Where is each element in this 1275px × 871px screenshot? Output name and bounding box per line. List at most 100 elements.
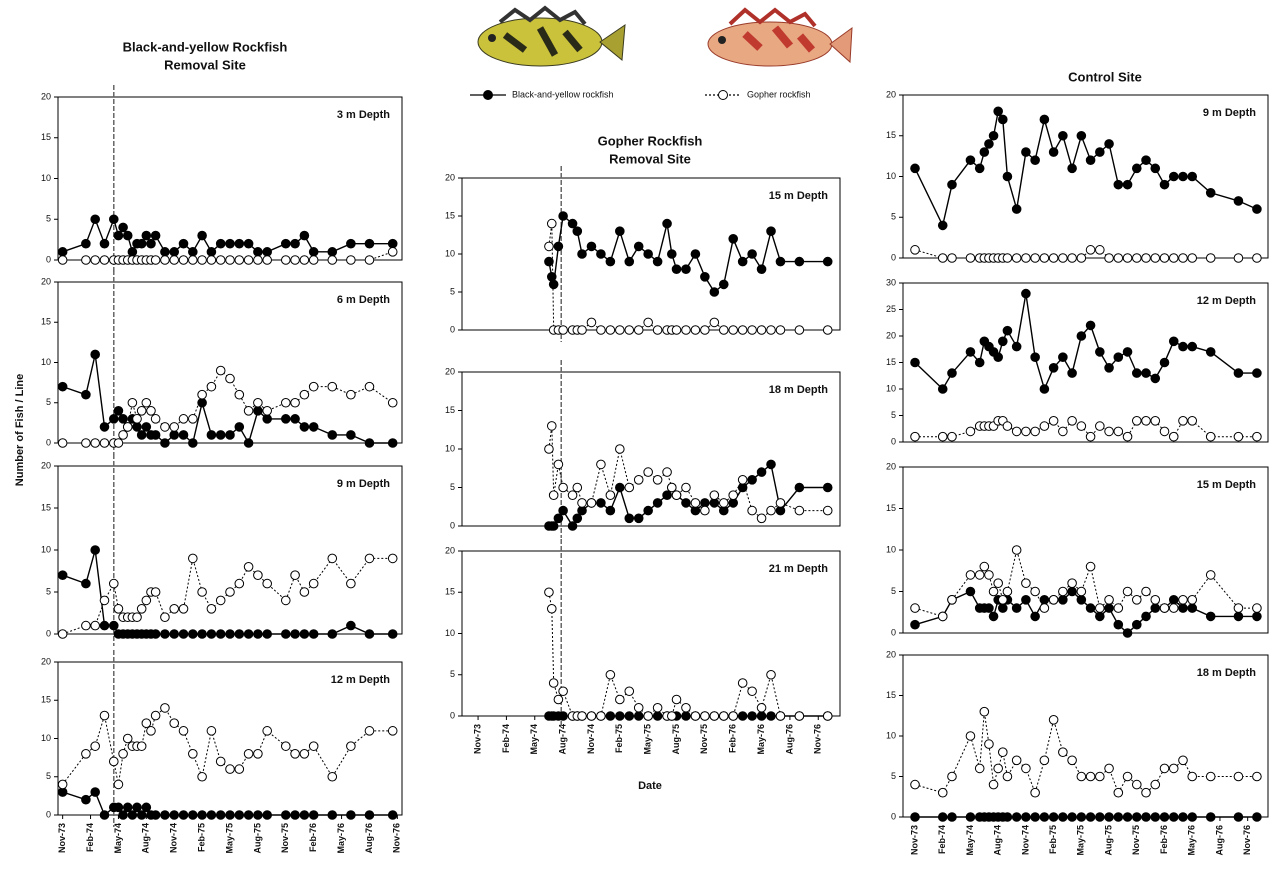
data-point <box>1206 612 1215 621</box>
data-point <box>823 326 832 335</box>
data-point <box>644 506 653 515</box>
data-point <box>114 605 123 614</box>
data-point <box>109 621 118 630</box>
data-point <box>545 257 554 266</box>
data-point <box>597 250 606 259</box>
data-point <box>216 757 225 766</box>
data-point <box>244 811 253 820</box>
data-point <box>948 180 957 189</box>
data-point <box>281 239 290 248</box>
data-point <box>226 765 235 774</box>
y-tick-label: 20 <box>445 366 455 376</box>
series-line <box>915 111 1257 225</box>
data-point <box>254 630 263 639</box>
data-point <box>985 140 994 149</box>
data-point <box>663 491 672 500</box>
data-point <box>1169 432 1178 441</box>
data-point <box>625 514 634 523</box>
data-point <box>309 630 318 639</box>
data-point <box>1022 289 1031 298</box>
data-point <box>545 445 554 454</box>
data-point <box>748 476 757 485</box>
data-point <box>82 795 91 804</box>
data-point <box>1253 772 1262 781</box>
data-point <box>291 750 300 759</box>
data-point <box>1188 772 1197 781</box>
y-tick-label: 10 <box>886 544 896 554</box>
panel-title: 9 m Depth <box>1203 107 1256 119</box>
data-point <box>573 227 582 236</box>
data-point <box>151 811 160 820</box>
data-point <box>82 579 91 588</box>
data-point <box>365 630 374 639</box>
y-tick-label: 5 <box>450 482 455 492</box>
data-point <box>1059 813 1068 822</box>
data-point <box>291 256 300 265</box>
column-title: Gopher Rockfish <box>598 133 703 148</box>
data-point <box>1059 587 1068 596</box>
x-tick-label: Aug-76 <box>784 724 794 755</box>
data-point <box>235 256 244 265</box>
data-point <box>137 605 146 614</box>
data-point <box>216 630 225 639</box>
x-tick-label: Nov-73 <box>57 823 67 853</box>
data-point <box>133 803 142 812</box>
data-point <box>948 772 957 781</box>
data-point <box>300 390 309 399</box>
data-point <box>634 476 643 485</box>
y-tick-label: 5 <box>891 771 896 781</box>
data-point <box>980 707 989 716</box>
data-point <box>625 326 634 335</box>
data-point <box>691 250 700 259</box>
column-title: Black-and-yellow Rockfish <box>123 39 288 54</box>
data-point <box>1059 254 1068 263</box>
y-tick-label: 15 <box>886 690 896 700</box>
data-point <box>719 499 728 508</box>
data-point <box>347 256 356 265</box>
data-point <box>151 431 160 440</box>
data-point <box>545 588 554 597</box>
x-tick-label: Nov-75 <box>1131 825 1141 855</box>
data-point <box>137 811 146 820</box>
data-point <box>1132 417 1141 426</box>
data-point <box>911 813 920 822</box>
data-point <box>682 499 691 508</box>
data-point <box>82 390 91 399</box>
data-point <box>634 514 643 523</box>
data-point <box>757 514 766 523</box>
data-point <box>625 257 634 266</box>
data-point <box>653 499 662 508</box>
data-point <box>244 407 253 416</box>
data-point <box>347 431 356 440</box>
data-point <box>226 256 235 265</box>
data-point <box>554 242 563 251</box>
data-point <box>58 439 67 448</box>
data-point <box>989 612 998 621</box>
data-point <box>989 587 998 596</box>
data-point <box>1179 756 1188 765</box>
data-point <box>989 131 998 140</box>
data-point <box>1096 246 1105 255</box>
data-point <box>1132 813 1141 822</box>
y-axis-label: Number of Fish / Line <box>14 374 26 486</box>
y-tick-label: 5 <box>46 586 51 596</box>
x-tick-label: Feb-76 <box>728 724 738 753</box>
data-point <box>1096 612 1105 621</box>
data-point <box>975 571 984 580</box>
x-tick-label: Nov-73 <box>909 825 919 855</box>
data-point <box>667 250 676 259</box>
data-point <box>966 732 975 741</box>
x-tick-label: Aug-75 <box>1103 825 1113 856</box>
data-point <box>309 382 318 391</box>
data-point <box>291 239 300 248</box>
data-point <box>634 712 643 721</box>
data-point <box>207 605 216 614</box>
y-tick-label: 30 <box>886 277 896 287</box>
data-point <box>91 546 100 555</box>
data-point <box>948 813 957 822</box>
panel-title: 6 m Depth <box>337 294 390 306</box>
data-point <box>365 256 374 265</box>
x-tick-label: Aug-74 <box>141 823 151 854</box>
data-point <box>1253 205 1262 214</box>
data-point <box>597 712 606 721</box>
